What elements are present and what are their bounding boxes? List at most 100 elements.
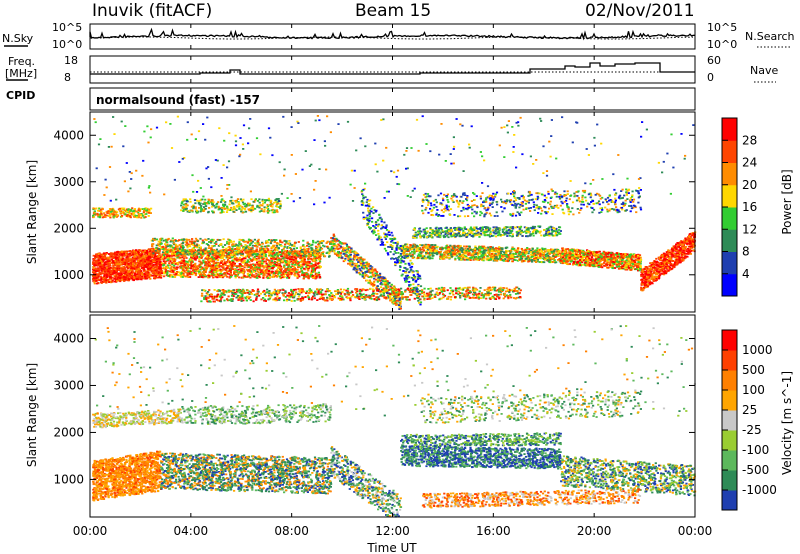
radar-cell xyxy=(144,277,147,280)
radar-cell xyxy=(116,267,119,270)
radar-cell xyxy=(226,275,229,278)
radar-cell xyxy=(296,268,299,271)
radar-cell xyxy=(207,243,210,246)
radar-cell xyxy=(293,265,296,268)
radar-cell xyxy=(224,250,227,252)
radar-cell xyxy=(191,242,194,245)
radar-cell xyxy=(159,243,162,246)
radar-cell xyxy=(134,264,138,267)
radar-cell xyxy=(220,265,223,267)
radar-cell xyxy=(296,255,299,257)
radar-cell xyxy=(185,262,188,265)
radar-cell xyxy=(235,259,238,261)
radar-cell xyxy=(187,270,190,273)
radar-cell xyxy=(130,273,133,276)
radar-cell xyxy=(261,271,264,274)
radar-cell xyxy=(224,251,227,254)
freq-left-tick-bottom: 8 xyxy=(64,71,71,84)
radar-cell xyxy=(307,269,310,272)
radar-cell xyxy=(244,247,247,249)
radar-cell xyxy=(278,259,281,261)
radar-cell xyxy=(266,264,269,267)
radar-cell xyxy=(212,252,216,255)
radar-cell xyxy=(252,271,255,273)
radar-cell xyxy=(101,264,104,267)
radar-cell xyxy=(307,275,310,278)
radar-cell xyxy=(120,259,124,261)
radar-cell xyxy=(241,268,244,270)
radar-cell xyxy=(311,253,314,256)
radar-cell xyxy=(267,270,270,273)
radar-cell xyxy=(190,261,193,263)
radar-cell xyxy=(132,279,135,282)
radar-cell xyxy=(117,266,120,268)
radar-cell xyxy=(262,260,266,263)
radar-cell xyxy=(238,271,241,273)
nave-right-tick-bottom: 0 xyxy=(707,71,714,84)
radar-cell xyxy=(224,268,227,271)
radar-cell xyxy=(115,261,118,264)
radar-cell xyxy=(155,247,158,249)
radar-cell xyxy=(195,257,198,259)
radar-cell xyxy=(250,247,253,250)
radar-cell xyxy=(243,275,246,277)
radar-cell xyxy=(290,256,294,258)
radar-cell xyxy=(200,276,203,278)
radar-cell xyxy=(295,247,298,249)
radar-cell xyxy=(180,256,183,259)
radar-cell xyxy=(299,256,302,259)
radar-cell xyxy=(291,253,294,255)
radar-cell xyxy=(158,266,161,268)
radar-cell xyxy=(99,258,102,260)
radar-cell xyxy=(135,277,139,279)
radar-cell xyxy=(320,247,324,250)
radar-cell xyxy=(105,252,108,254)
radar-cell xyxy=(107,279,110,281)
radar-cell xyxy=(217,273,220,276)
radar-cell xyxy=(131,268,134,271)
radar-cell xyxy=(242,272,245,275)
radar-cell xyxy=(191,247,194,250)
radar-cell xyxy=(236,251,239,253)
radar-cell xyxy=(168,250,171,253)
radar-cell xyxy=(283,253,286,256)
radar-cell xyxy=(116,251,119,253)
radar-cell xyxy=(389,299,392,302)
radar-cell xyxy=(210,264,213,267)
radar-cell xyxy=(312,267,315,270)
radar-cell xyxy=(122,259,125,262)
radar-cell xyxy=(276,264,279,267)
radar-cell xyxy=(255,255,258,258)
radar-cell xyxy=(146,264,149,267)
radar-cell xyxy=(188,252,192,255)
radar-cell xyxy=(212,260,215,263)
radar-cell xyxy=(129,260,132,263)
radar-cell xyxy=(271,252,274,255)
radar-cell xyxy=(255,277,259,279)
radar-cell xyxy=(147,276,150,278)
radar-cell xyxy=(142,251,145,253)
radar-cell xyxy=(168,262,171,265)
radar-cell xyxy=(218,256,221,259)
radar-cell xyxy=(278,257,281,260)
radar-cell xyxy=(158,276,161,279)
radar-cell xyxy=(113,274,116,277)
radar-cell xyxy=(117,258,120,261)
radar-cell xyxy=(261,258,264,260)
radar-cell xyxy=(135,262,138,265)
radar-cell xyxy=(270,247,273,250)
radar-cell xyxy=(95,262,98,265)
radar-cell xyxy=(292,268,295,270)
radar-cell xyxy=(394,302,397,305)
radar-cell xyxy=(276,245,279,247)
radar-cell xyxy=(198,258,201,260)
radar-cell xyxy=(399,307,402,310)
radar-cell xyxy=(121,278,124,281)
radar-cell xyxy=(102,260,105,263)
radar-cell xyxy=(312,264,315,266)
radar-cell xyxy=(330,248,333,251)
radar-cell xyxy=(262,266,265,269)
radar-cell xyxy=(237,271,240,274)
radar-cell xyxy=(238,276,241,279)
radar-cell xyxy=(181,245,184,247)
